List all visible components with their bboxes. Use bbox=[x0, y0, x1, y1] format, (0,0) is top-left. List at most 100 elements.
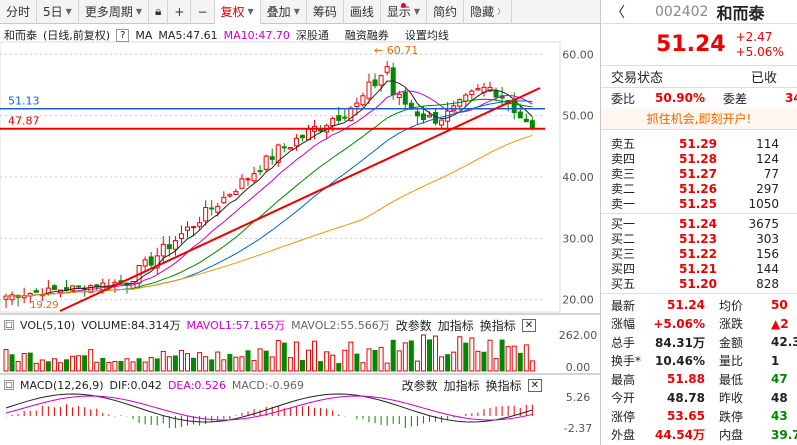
zoom-in-icon[interactable]: + bbox=[168, 0, 192, 24]
bid-row[interactable]: 买五 51.20 828 bbox=[601, 276, 797, 292]
macd-change-params-button[interactable]: 改参数 bbox=[401, 378, 438, 393]
volume-bar bbox=[106, 361, 112, 372]
stat-value: 42.39 bbox=[771, 335, 797, 350]
kline-chart[interactable]: 60.00 50.00 40.00 30.00 20.00 51.13 47.87 ← 60.… bbox=[0, 24, 600, 445]
hide-button[interactable]: 隐藏〉 bbox=[464, 0, 513, 24]
chips-button[interactable]: 筹码 bbox=[307, 0, 344, 24]
vol-switch-indicator-button[interactable]: 换指标 bbox=[479, 318, 516, 333]
bid-row[interactable]: 买四 51.21 144 bbox=[601, 261, 797, 277]
tab-5day[interactable]: 5日 ▼ bbox=[37, 0, 79, 24]
volume-bar bbox=[39, 359, 45, 372]
set-ma-button[interactable]: 设置均线 bbox=[404, 29, 449, 42]
ask-list: 卖五 51.29 114 卖四 51.28 124 卖三 51.27 77 卖二 51.26 297 卖… bbox=[601, 130, 797, 214]
ask-row[interactable]: 卖二 51.26 297 bbox=[601, 181, 797, 197]
lock-icon[interactable]: 🔒︎ bbox=[149, 0, 169, 24]
volume-bar bbox=[312, 340, 318, 372]
more-periods-button[interactable]: 更多周期 ▼ bbox=[79, 0, 149, 24]
volume-bar bbox=[420, 334, 426, 372]
volume-bar bbox=[360, 362, 366, 372]
chart-mode-label: (日线,前复权) bbox=[43, 29, 111, 42]
bid-level: 买二 bbox=[611, 232, 636, 246]
open-account-banner[interactable]: 抓住机会,即刻开户! bbox=[601, 108, 797, 130]
candle-body bbox=[275, 144, 281, 163]
volume-bar bbox=[372, 349, 378, 372]
stat-value: ▲2 bbox=[771, 316, 789, 331]
ask-row[interactable]: 卖四 51.28 124 bbox=[601, 151, 797, 167]
volume-bar bbox=[366, 348, 372, 372]
volume-bar bbox=[414, 360, 420, 372]
trend-line[interactable] bbox=[59, 87, 541, 312]
stat-value: 84.31万 bbox=[655, 335, 705, 350]
volume-bar bbox=[215, 351, 221, 372]
ma-line bbox=[5, 90, 533, 297]
vol-change-params-button[interactable]: 改参数 bbox=[395, 318, 432, 333]
stats-row: 最高 51.88 最低 47 bbox=[601, 370, 797, 389]
candle-body bbox=[306, 128, 311, 141]
stat-value: 50 bbox=[771, 298, 788, 313]
ask-row[interactable]: 卖五 51.29 114 bbox=[601, 136, 797, 152]
zoom-out-icon[interactable]: − bbox=[191, 0, 215, 24]
macd-panel-header: □ MACD(12,26,9) DIF:0.042 DEA:0.526 MACD… bbox=[4, 376, 542, 394]
volume-bar bbox=[118, 360, 124, 372]
simple-button[interactable]: 简约 bbox=[427, 0, 465, 24]
diff-label: 委差 bbox=[723, 91, 748, 106]
margin-trading-label[interactable]: 融资融券 bbox=[344, 29, 389, 42]
stat-label: 昨收 bbox=[719, 391, 744, 406]
trade-status-label: 交易状态 bbox=[611, 71, 664, 86]
macd-switch-indicator-button[interactable]: 换指标 bbox=[485, 378, 522, 393]
deep-connect-label[interactable]: 深股通 bbox=[295, 29, 329, 42]
volume-bar bbox=[457, 336, 463, 372]
candle-body bbox=[433, 111, 439, 124]
vol-add-indicator-button[interactable]: 加指标 bbox=[437, 318, 474, 333]
volume-bar bbox=[293, 341, 299, 372]
banner-text[interactable]: 抓住机会,即刻开户! bbox=[646, 112, 752, 126]
close-icon[interactable]: ✕ bbox=[521, 318, 537, 332]
stats-row: 最新 51.24 均价 50 bbox=[601, 296, 797, 315]
collapse-icon[interactable]: □ bbox=[4, 380, 14, 390]
mavol2-value: MAVOL2:55.566万 bbox=[291, 319, 390, 332]
chart-area[interactable]: 60.00 50.00 40.00 30.00 20.00 51.13 47.87 ← 60.… bbox=[0, 24, 600, 445]
ask-price: 51.25 bbox=[679, 196, 717, 211]
ask-volume: 297 bbox=[756, 181, 779, 196]
candle-body bbox=[209, 207, 215, 210]
candle-body bbox=[378, 75, 384, 86]
stat-value: 44.54万 bbox=[655, 428, 705, 443]
overlay-button[interactable]: 叠加 ▼ bbox=[261, 0, 307, 24]
close-icon[interactable]: ✕ bbox=[527, 378, 542, 392]
collapse-icon[interactable]: □ bbox=[4, 320, 14, 330]
adjust-price-button[interactable]: 复权 ▼ bbox=[214, 0, 261, 24]
stock-name-label: 和而泰 bbox=[4, 29, 37, 42]
bid-row[interactable]: 买一 51.24 3675 bbox=[601, 216, 797, 232]
bid-row[interactable]: 买三 51.22 156 bbox=[601, 246, 797, 262]
bid-volume: 156 bbox=[756, 246, 779, 261]
display-button[interactable]: 显示 ▼ bbox=[381, 0, 428, 24]
bid-row[interactable]: 买二 51.23 303 bbox=[601, 231, 797, 247]
candle-body bbox=[185, 226, 190, 231]
bid-volume: 303 bbox=[756, 231, 779, 246]
volume-bar bbox=[57, 362, 63, 372]
ask-row[interactable]: 卖一 51.25 1050 bbox=[601, 196, 797, 212]
tab-intraday[interactable]: 分时 bbox=[0, 0, 38, 24]
ask-row[interactable]: 卖三 51.27 77 bbox=[601, 166, 797, 182]
volume-bar bbox=[178, 349, 184, 372]
help-icon[interactable]: ? bbox=[116, 28, 130, 42]
stat-value: 53.65 bbox=[667, 409, 705, 424]
blue-level-label: 51.13 bbox=[8, 95, 40, 108]
stat-value: 43 bbox=[771, 409, 788, 424]
stat-label: 今开 bbox=[611, 391, 636, 406]
chevron-left-icon[interactable]: 〈 bbox=[611, 4, 625, 21]
draw-line-button[interactable]: 画线 bbox=[344, 0, 381, 24]
order-ratio-row: 委比 50.90% 委差 34 bbox=[601, 88, 797, 108]
stat-label: 跌停 bbox=[719, 409, 744, 424]
macd-add-indicator-button[interactable]: 加指标 bbox=[443, 378, 480, 393]
stat-value: 51.24 bbox=[667, 298, 705, 313]
candle-body bbox=[281, 146, 287, 149]
volume-bar bbox=[251, 359, 257, 372]
ask-price: 51.28 bbox=[679, 151, 717, 166]
price-axis-label: 40.00 bbox=[562, 171, 594, 184]
chevron-down-icon: ▼ bbox=[247, 7, 254, 16]
candle-body bbox=[112, 281, 118, 285]
candle-body bbox=[469, 90, 475, 96]
